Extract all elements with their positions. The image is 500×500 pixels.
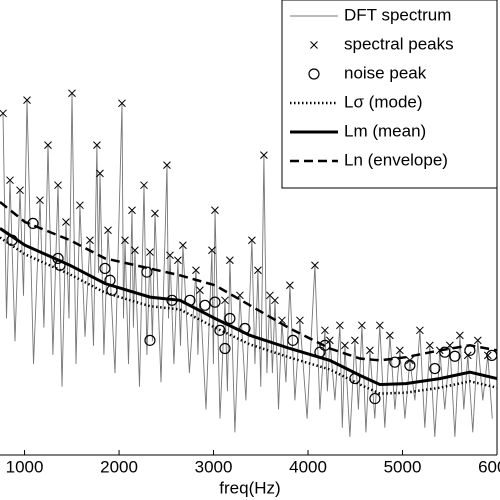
noise-marker bbox=[486, 349, 498, 361]
legend-label: noise peak bbox=[344, 63, 427, 82]
peak-marker bbox=[286, 281, 294, 290]
legend-marker bbox=[308, 68, 320, 80]
peak-marker bbox=[321, 326, 329, 335]
peak-marker bbox=[296, 316, 304, 325]
peak-marker bbox=[131, 246, 139, 255]
noise-marker bbox=[99, 262, 111, 275]
noise-marker bbox=[144, 334, 156, 346]
legend-label: Lσ (mode) bbox=[344, 92, 423, 111]
peak-marker bbox=[16, 186, 24, 195]
peak-marker bbox=[163, 161, 171, 170]
peak-marker bbox=[456, 331, 464, 340]
peak-marker bbox=[385, 331, 394, 340]
noise-marker bbox=[319, 339, 331, 351]
x-tick-label: 4000 bbox=[289, 457, 327, 476]
peak-marker bbox=[325, 336, 334, 345]
x-axis-label: freq(Hz) bbox=[219, 478, 280, 497]
x-tick-label: 5000 bbox=[384, 457, 422, 476]
peak-marker bbox=[358, 321, 366, 330]
peak-marker bbox=[68, 89, 76, 98]
x-tick-label: 1000 bbox=[6, 457, 44, 476]
peak-marker bbox=[311, 261, 319, 270]
noise-marker bbox=[219, 342, 231, 355]
noise-marker bbox=[389, 356, 401, 368]
peak-marker bbox=[151, 209, 159, 218]
noise-marker bbox=[224, 312, 236, 325]
x-tick-label: 2000 bbox=[100, 457, 138, 476]
peak-marker bbox=[76, 201, 84, 210]
peak-marker bbox=[208, 246, 216, 255]
peak-marker bbox=[96, 169, 104, 178]
x-tick-label: 6000 bbox=[478, 457, 500, 476]
peak-marker bbox=[254, 266, 262, 275]
legend-marker bbox=[310, 41, 318, 49]
peak-marker bbox=[44, 141, 52, 149]
peak-marker bbox=[425, 341, 434, 350]
x-tick-label: 3000 bbox=[195, 457, 233, 476]
legend-label: Ln (envelope) bbox=[344, 150, 448, 169]
peak-marker bbox=[179, 241, 187, 250]
peak-marker bbox=[271, 296, 279, 305]
noise-marker bbox=[439, 346, 451, 358]
peak-marker bbox=[483, 351, 492, 360]
peak-marker bbox=[104, 226, 112, 235]
peak-marker bbox=[396, 346, 404, 355]
legend-box bbox=[281, 0, 498, 189]
peak-marker bbox=[174, 256, 182, 265]
peak-marker bbox=[278, 316, 286, 325]
peak-marker bbox=[336, 321, 344, 330]
peak-marker bbox=[221, 296, 229, 305]
peak-marker bbox=[260, 151, 268, 160]
series-line bbox=[0, 227, 498, 387]
peak-marker bbox=[0, 109, 7, 118]
peak-marker bbox=[6, 176, 14, 185]
series-line bbox=[0, 236, 498, 395]
peak-marker bbox=[121, 236, 129, 245]
peak-marker bbox=[86, 236, 94, 245]
peak-marker bbox=[196, 286, 204, 295]
peak-marker bbox=[341, 341, 349, 350]
noise-marker bbox=[199, 299, 211, 311]
peak-marker bbox=[226, 256, 234, 265]
peak-marker bbox=[416, 326, 424, 335]
peak-marker bbox=[366, 346, 374, 355]
peak-marker bbox=[192, 266, 200, 275]
legend-label: DFT spectrum bbox=[344, 5, 451, 24]
peak-marker bbox=[36, 196, 44, 205]
noise-marker bbox=[429, 362, 441, 375]
noise-marker bbox=[449, 350, 461, 362]
peak-marker bbox=[146, 248, 154, 256]
peak-marker bbox=[23, 96, 31, 104]
noise-marker bbox=[214, 324, 226, 336]
peak-marker bbox=[375, 321, 384, 330]
legend: DFT spectrum spectral peaks noise peak Lσ (… bbox=[281, 0, 498, 189]
noise-marker bbox=[287, 334, 299, 346]
peak-marker bbox=[248, 236, 256, 245]
noise-marker bbox=[209, 296, 221, 308]
series-line bbox=[0, 201, 498, 362]
peak-marker bbox=[118, 99, 126, 108]
peak-marker bbox=[62, 218, 70, 226]
peak-marker bbox=[93, 141, 101, 149]
peak-marker bbox=[351, 336, 359, 345]
peak-marker bbox=[473, 336, 482, 345]
peak-marker bbox=[54, 181, 62, 190]
peak-marker bbox=[128, 206, 136, 215]
peak-marker bbox=[140, 181, 148, 190]
legend-label: spectral peaks bbox=[344, 34, 454, 53]
peak-marker bbox=[166, 251, 174, 260]
peak-marker bbox=[211, 206, 219, 215]
legend-label: Lm (mean) bbox=[344, 121, 426, 140]
noise-marker bbox=[404, 359, 416, 371]
noise-marker bbox=[369, 392, 381, 405]
